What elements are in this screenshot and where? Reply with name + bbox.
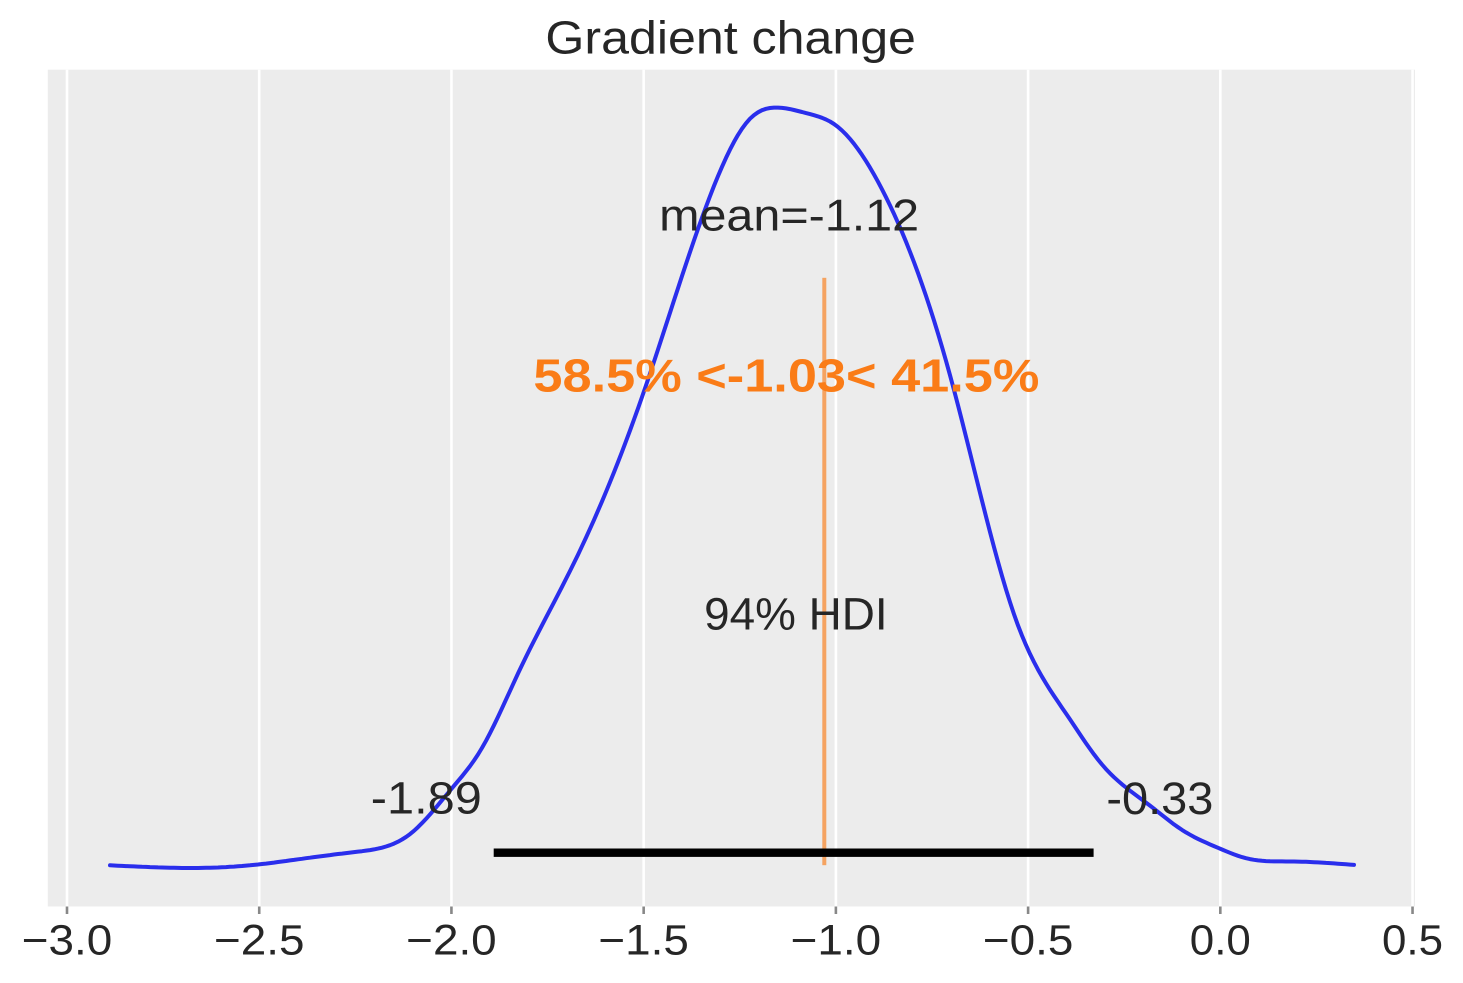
svg-text:94% HDI: 94% HDI [704,589,888,640]
svg-text:−2.0: −2.0 [406,918,497,965]
svg-text:−2.5: −2.5 [214,918,305,965]
svg-text:0.5: 0.5 [1382,918,1443,965]
svg-text:mean=-1.12: mean=-1.12 [659,191,919,240]
svg-text:−0.5: −0.5 [983,918,1074,965]
svg-text:-0.33: -0.33 [1106,773,1213,824]
svg-text:Gradient change: Gradient change [545,11,916,63]
svg-text:0.0: 0.0 [1190,918,1251,965]
svg-text:58.5% <-1.03< 41.5%: 58.5% <-1.03< 41.5% [533,350,1039,402]
svg-text:−3.0: −3.0 [22,918,112,965]
svg-text:−1.5: −1.5 [598,918,689,965]
svg-text:−1.0: −1.0 [791,918,882,965]
svg-text:-1.89: -1.89 [371,773,482,824]
